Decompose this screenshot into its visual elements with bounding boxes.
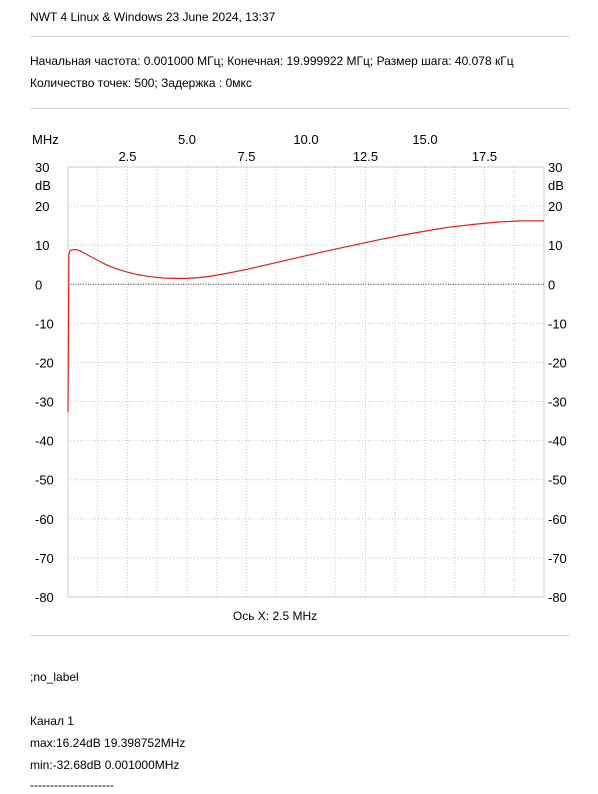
y-tick-label-left: -30 bbox=[35, 395, 54, 410]
plot-area bbox=[67, 166, 545, 598]
footer-separator: --------------------- bbox=[30, 778, 114, 792]
y-tick-label-right: -20 bbox=[548, 355, 567, 370]
x-tick-label-top: 5.0 bbox=[178, 132, 196, 147]
points-delay-params: Количество точек: 500; Задержка : 0мкс bbox=[30, 76, 252, 90]
max-reading: max:16.24dB 19.398752MHz bbox=[30, 736, 186, 750]
y-tick-label-right: -60 bbox=[548, 512, 567, 527]
x-tick-label-bottom: 2.5 bbox=[118, 149, 136, 164]
y-unit-label-left: dB bbox=[35, 178, 51, 193]
y-tick-label-left: 30 bbox=[35, 160, 49, 175]
y-unit-label-right: dB bbox=[548, 178, 564, 193]
y-tick-label-left: -10 bbox=[35, 316, 54, 331]
y-tick-label-right: -40 bbox=[548, 434, 567, 449]
min-reading: min:-32.68dB 0.001000MHz bbox=[30, 758, 180, 772]
x-tick-label-bottom: 12.5 bbox=[353, 149, 378, 164]
y-tick-label-left: 0 bbox=[35, 277, 42, 292]
x-unit-label: MHz bbox=[32, 132, 59, 147]
trace-label: ;no_label bbox=[30, 670, 79, 684]
y-tick-label-right: -50 bbox=[548, 473, 567, 488]
y-tick-label-right: -10 bbox=[548, 316, 567, 331]
params-divider bbox=[30, 108, 570, 109]
y-tick-label-left: -60 bbox=[35, 512, 54, 527]
y-tick-label-right: -30 bbox=[548, 395, 567, 410]
chart-divider bbox=[30, 635, 570, 636]
y-tick-label-left: -70 bbox=[35, 551, 54, 566]
x-tick-label-top: 15.0 bbox=[412, 132, 437, 147]
y-tick-label-left: 20 bbox=[35, 199, 49, 214]
y-tick-label-right: -70 bbox=[548, 551, 567, 566]
channel-name: Канал 1 bbox=[30, 714, 74, 728]
x-tick-label-bottom: 17.5 bbox=[472, 149, 497, 164]
frequency-response-chart: MHz dB dB 5.0 10.0 15.0 2.5 7.5 12.5 17.5 30 30 20 20… bbox=[32, 132, 567, 623]
x-tick-label-bottom: 7.5 bbox=[237, 149, 255, 164]
y-tick-label-left: 10 bbox=[35, 238, 49, 253]
app-title: NWT 4 Linux & Windows 23 June 2024, 13:3… bbox=[30, 10, 276, 24]
y-tick-label-right: 10 bbox=[548, 238, 562, 253]
frequency-params: Начальная частота: 0.001000 МГц; Конечна… bbox=[30, 54, 514, 68]
header-divider bbox=[30, 36, 570, 37]
y-tick-label-left: -50 bbox=[35, 473, 54, 488]
y-tick-label-left: -20 bbox=[35, 355, 54, 370]
y-tick-label-right: 30 bbox=[548, 160, 562, 175]
series-line bbox=[67, 220, 545, 413]
y-tick-label-right: 0 bbox=[548, 277, 555, 292]
y-tick-label-right: -80 bbox=[548, 590, 567, 605]
y-tick-label-left: -40 bbox=[35, 434, 54, 449]
y-tick-label-left: -80 bbox=[35, 590, 54, 605]
y-tick-label-right: 20 bbox=[548, 199, 562, 214]
x-tick-label-top: 10.0 bbox=[293, 132, 318, 147]
x-axis-label: Ось X: 2.5 MHz bbox=[233, 609, 317, 623]
